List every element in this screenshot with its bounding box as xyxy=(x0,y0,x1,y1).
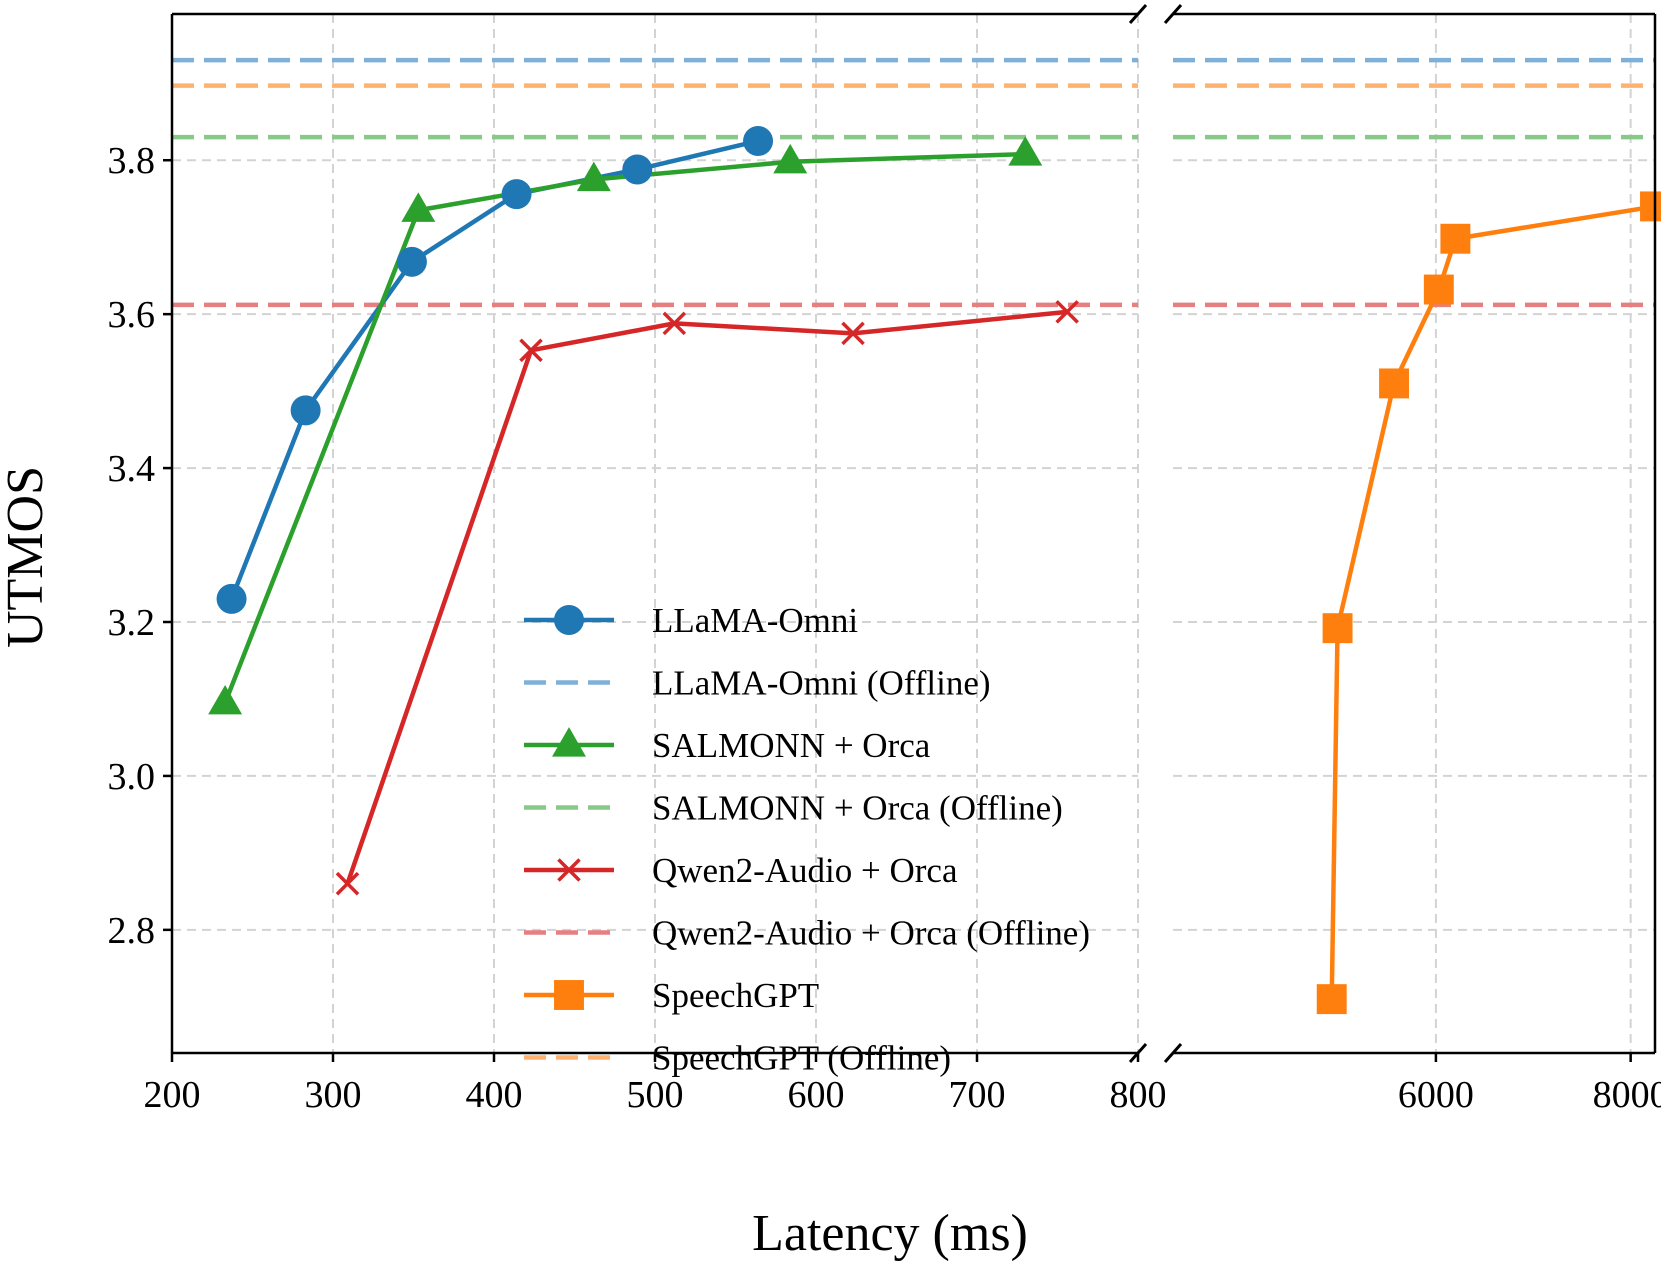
salmonn-orca-point xyxy=(576,161,611,192)
legend-marker-speechgpt xyxy=(554,980,584,1010)
legend-marker-llama-omni xyxy=(554,605,584,635)
x-tick-label: 800 xyxy=(1110,1074,1167,1116)
axis-break-mark xyxy=(1128,4,1148,24)
legend-label-speechgpt-offline: SpeechGPT (Offline) xyxy=(652,1039,951,1078)
speechgpt-point xyxy=(1316,984,1347,1015)
speechgpt-point xyxy=(1379,368,1409,399)
salmonn-orca-point xyxy=(401,192,436,222)
y-tick-label: 2.8 xyxy=(108,910,156,952)
qwen2-audio-orca-point xyxy=(519,338,543,363)
llama-omni-point xyxy=(622,154,653,185)
llama-omni-point xyxy=(501,179,532,210)
speechgpt-point xyxy=(1322,613,1353,644)
qwen2-audio-orca-point xyxy=(335,871,360,896)
y-tick-label: 3.2 xyxy=(108,602,156,644)
qwen2-audio-orca-point xyxy=(841,321,865,346)
llama-omni-point xyxy=(290,395,321,426)
x-axis-title: Latency (ms) xyxy=(752,1205,1028,1262)
x-tick-label: 700 xyxy=(949,1074,1006,1116)
x-tick-label: 300 xyxy=(305,1074,362,1116)
legend-marker-salmonn-orca xyxy=(552,727,586,757)
x-tick-label: 600 xyxy=(788,1074,845,1116)
y-tick-label: 3.4 xyxy=(108,448,156,490)
x-tick-label: 200 xyxy=(144,1074,201,1116)
legend-label-llama-omni: LLaMA-Omni xyxy=(652,601,858,640)
axis-break-mark xyxy=(1163,1043,1183,1063)
x-tick-label: 500 xyxy=(627,1074,684,1116)
speechgpt-line xyxy=(1329,204,1656,1000)
x-tick-label: 6000 xyxy=(1398,1074,1474,1116)
speechgpt-point xyxy=(1640,191,1661,222)
salmonn-orca-point xyxy=(1008,136,1043,166)
legend-label-salmonn-orca-offline: SALMONN + Orca (Offline) xyxy=(652,789,1063,828)
grid-layer xyxy=(172,14,1655,1053)
llama-omni-point xyxy=(216,583,247,614)
y-tick-label: 3.8 xyxy=(108,140,156,182)
y-tick-label: 3.6 xyxy=(108,294,156,336)
y-tick-label: 3.0 xyxy=(108,756,156,798)
offline-lines xyxy=(172,57,1655,308)
llama-omni-point xyxy=(396,246,427,277)
x-tick-label: 8000 xyxy=(1593,1074,1661,1116)
qwen2-audio-orca-point xyxy=(662,311,687,336)
series-markers xyxy=(208,125,1661,1015)
qwen2-audio-orca-point xyxy=(1055,300,1079,324)
legend-marker-qwen2-audio-orca xyxy=(557,858,581,882)
legend-label-speechgpt: SpeechGPT xyxy=(652,976,819,1015)
legend-label-llama-omni-offline: LLaMA-Omni (Offline) xyxy=(652,664,991,703)
legend: LLaMA-Omni LLaMA-Omni (Offline) SALMONN + … xyxy=(524,601,1090,1078)
legend-label-qwen2-audio-orca: Qwen2-Audio + Orca xyxy=(652,851,958,890)
speechgpt-point xyxy=(1423,274,1454,305)
axis-break-mark xyxy=(1163,4,1183,24)
llama-omni-line xyxy=(229,138,759,600)
y-axis-title: UTMOS xyxy=(0,466,54,648)
legend-label-salmonn-orca: SALMONN + Orca xyxy=(652,726,931,765)
salmonn-orca-point xyxy=(208,684,243,715)
x-tick-label: 400 xyxy=(466,1074,523,1116)
legend-label-qwen2-audio-orca-offline: Qwen2-Audio + Orca (Offline) xyxy=(652,914,1090,953)
tick-labels: 2.8 3.0 3.2 3.4 3.6 3.8 200 300 400 500 600 700 800 6… xyxy=(108,140,1661,1116)
llama-omni-point xyxy=(743,125,774,156)
salmonn-orca-point xyxy=(773,143,808,174)
speechgpt-point xyxy=(1440,223,1471,254)
